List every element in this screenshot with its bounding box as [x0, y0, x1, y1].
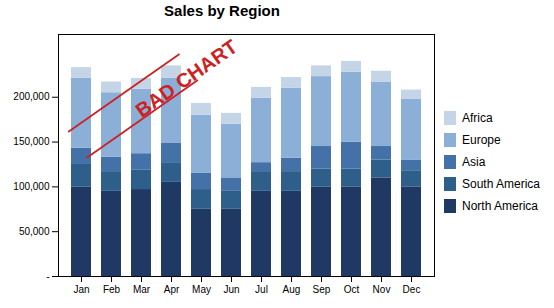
svg-text:50,000: 50,000: [19, 226, 50, 237]
html-text:South America: South America: [462, 177, 540, 191]
svg-text:Nov: Nov: [373, 284, 391, 295]
svg-text:Apr: Apr: [164, 284, 180, 295]
html-text:Europe: Europe: [462, 133, 501, 147]
svg-text:Jan: Jan: [73, 284, 89, 295]
html-text:Sales by Region: Sales by Region: [164, 2, 280, 19]
svg-text:Dec: Dec: [403, 284, 421, 295]
svg-text:Mar: Mar: [133, 284, 151, 295]
svg-text:Oct: Oct: [344, 284, 360, 295]
html-text:Africa: Africa: [462, 111, 493, 125]
svg-text:Jul: Jul: [255, 284, 268, 295]
svg-text:Feb: Feb: [103, 284, 121, 295]
svg-text:-: -: [46, 271, 49, 282]
svg-text:Jun: Jun: [223, 284, 239, 295]
svg-text:Aug: Aug: [283, 284, 301, 295]
svg-text:Sep: Sep: [313, 284, 331, 295]
html-text:North America: North America: [462, 199, 538, 213]
svg-text:100,000: 100,000: [13, 181, 50, 192]
svg-text:May: May: [192, 284, 211, 295]
html-text:Asia: Asia: [462, 155, 486, 169]
svg-text:BAD CHART: BAD CHART: [131, 35, 241, 121]
svg-text:200,000: 200,000: [13, 91, 50, 102]
svg-text:150,000: 150,000: [13, 136, 50, 147]
